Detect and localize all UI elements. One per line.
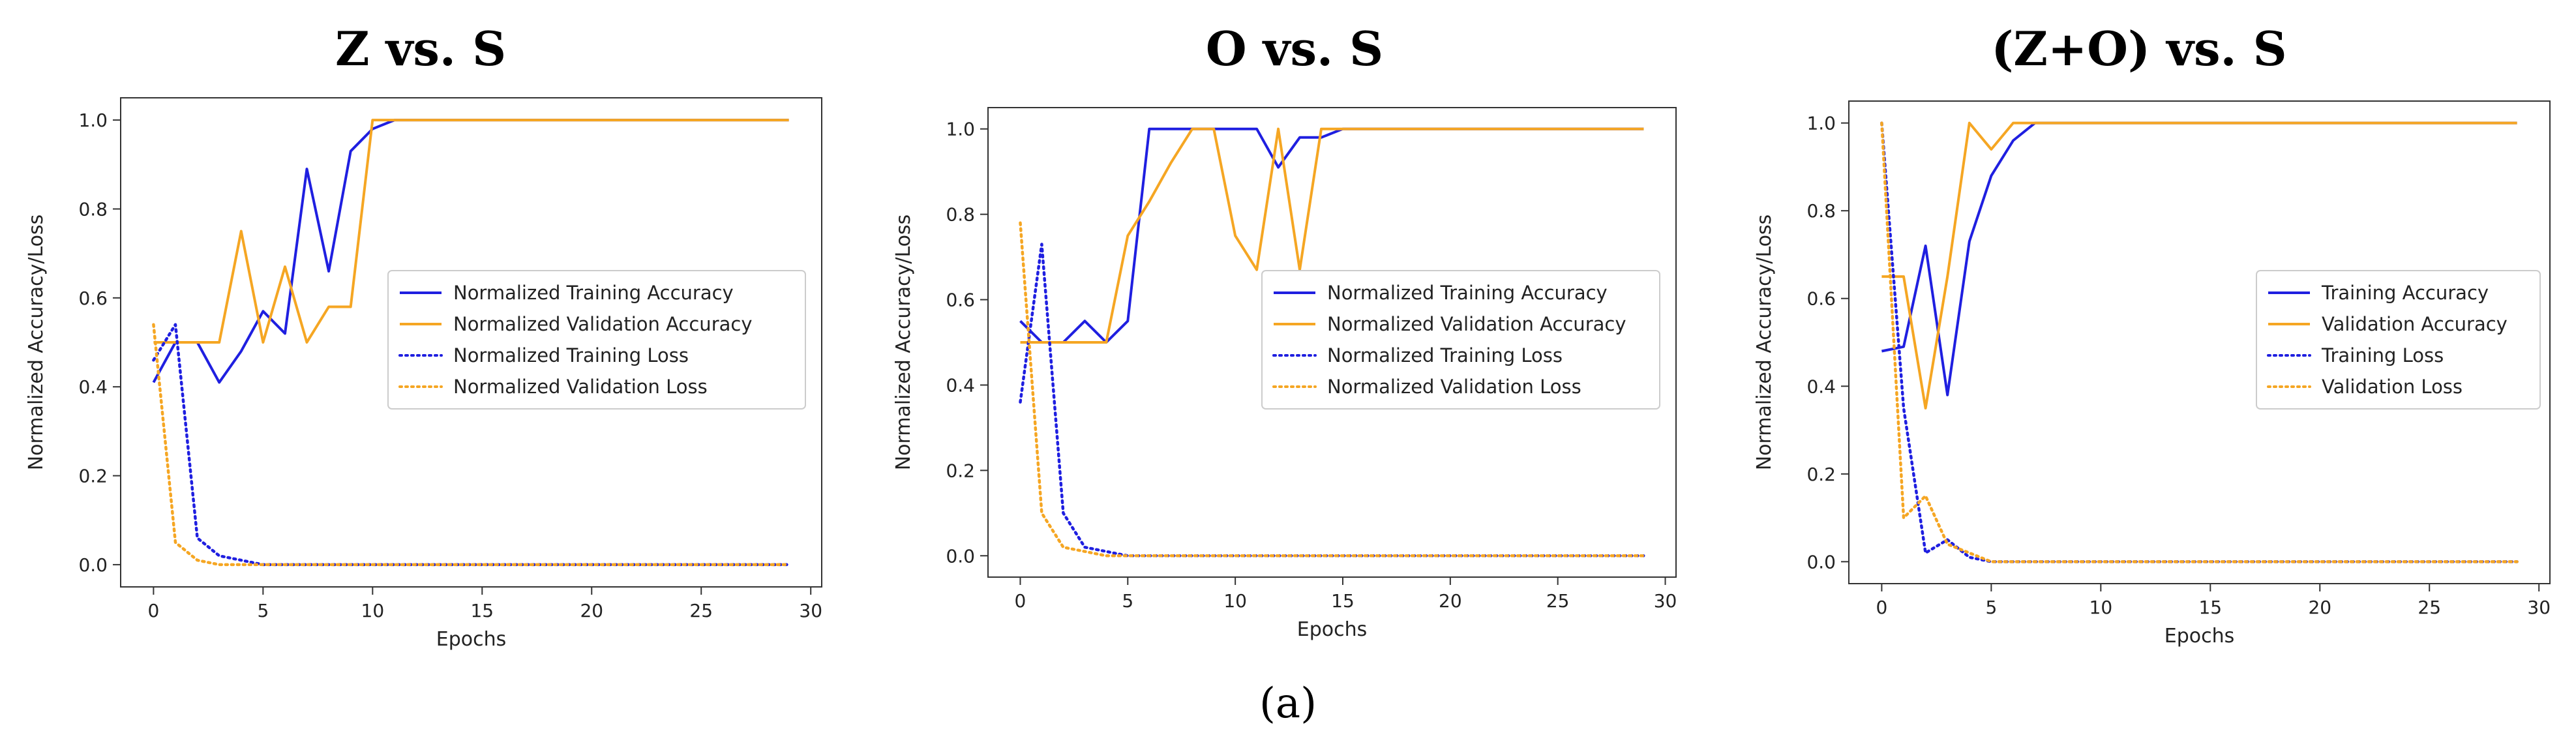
x-tick-label: 25 xyxy=(2418,597,2441,618)
x-tick-label: 5 xyxy=(1122,590,1133,612)
legend-label: Validation Accuracy xyxy=(2322,313,2508,335)
x-tick-label: 0 xyxy=(1876,597,1887,618)
legend-label: Normalized Training Accuracy xyxy=(1327,282,1608,304)
y-axis-label: Normalized Accuracy/Loss xyxy=(1753,215,1776,471)
y-tick-label: 0.4 xyxy=(1806,376,1836,397)
legend-label: Normalized Validation Loss xyxy=(1327,376,1581,398)
y-tick-label: 0.8 xyxy=(946,204,975,226)
series-line-4 xyxy=(152,323,790,567)
x-axis-label: Epochs xyxy=(2164,625,2235,648)
y-tick-label: 1.0 xyxy=(946,119,975,140)
legend: Normalized Training Accuracy Normalized V… xyxy=(387,270,806,410)
chart-title: (Z+O) vs. S xyxy=(1991,21,2286,76)
x-tick-label: 25 xyxy=(1546,590,1570,612)
x-tick-label: 30 xyxy=(1654,590,1677,612)
y-tick-label: 0.8 xyxy=(78,198,108,220)
legend-label: Validation Loss xyxy=(2322,376,2463,398)
y-tick-label: 0.4 xyxy=(946,374,975,396)
x-tick-label: 0 xyxy=(147,600,159,621)
y-tick-label: 0.0 xyxy=(78,554,108,576)
legend-label: Normalized Training Loss xyxy=(1327,344,1563,366)
x-tick-label: 5 xyxy=(1985,597,1997,618)
series-line-3 xyxy=(1880,121,2519,563)
legend-label: Training Loss xyxy=(2321,344,2444,366)
series-line-2 xyxy=(153,119,789,344)
x-tick-label: 20 xyxy=(1439,590,1462,612)
plot-frame xyxy=(1848,100,2551,584)
legend-label: Normalized Validation Accuracy xyxy=(1327,313,1626,335)
x-tick-label: 15 xyxy=(470,600,494,621)
legend-box xyxy=(387,270,806,410)
x-tick-label: 25 xyxy=(689,600,713,621)
x-tick-label: 30 xyxy=(799,600,822,621)
x-tick-label: 10 xyxy=(1223,590,1247,612)
y-tick-label: 0.0 xyxy=(1806,551,1836,573)
legend-label: Normalized Validation Accuracy xyxy=(453,313,753,335)
legend-box xyxy=(1261,270,1660,410)
x-tick-label: 20 xyxy=(2308,597,2331,618)
x-tick-label: 15 xyxy=(1331,590,1355,612)
y-axis-label: Normalized Accuracy/Loss xyxy=(25,215,48,471)
y-tick-label: 1.0 xyxy=(78,110,108,131)
series-line-3 xyxy=(1019,243,1645,558)
y-tick-label: 0.6 xyxy=(1806,288,1836,310)
series-line-2 xyxy=(1881,121,2517,410)
x-tick-label: 0 xyxy=(1015,590,1026,612)
x-tick-label: 15 xyxy=(2198,597,2222,618)
legend: Training Accuracy Validation Accuracy Trai… xyxy=(2256,270,2541,410)
legend-label: Training Accuracy xyxy=(2321,282,2489,304)
plot-frame xyxy=(987,107,1677,578)
y-tick-label: 0.6 xyxy=(78,288,108,309)
legend: Normalized Training Accuracy Normalized V… xyxy=(1261,270,1660,410)
y-tick-label: 0.2 xyxy=(1806,464,1836,485)
y-tick-label: 0.2 xyxy=(946,460,975,481)
chart-title: Z vs. S xyxy=(335,21,506,76)
y-tick-label: 0.4 xyxy=(78,376,108,398)
y-tick-label: 0.8 xyxy=(1806,200,1836,222)
x-tick-label: 10 xyxy=(361,600,385,621)
x-tick-label: 10 xyxy=(2089,597,2113,618)
y-tick-label: 0.2 xyxy=(78,466,108,487)
legend-label: Normalized Training Loss xyxy=(453,344,689,366)
legend-box xyxy=(2256,270,2541,410)
y-tick-label: 0.6 xyxy=(946,290,975,311)
chart-panel-1: Z vs. S 0 5 10 15 20 25 30 0.0 0.2 0.4 0.6 0.8 1.0 Epo… xyxy=(25,21,822,651)
plot-frame xyxy=(120,97,822,588)
x-axis-label: Epochs xyxy=(436,628,507,651)
figure-caption: (a) xyxy=(1259,679,1317,728)
x-tick-label: 20 xyxy=(580,600,603,621)
x-tick-label: 30 xyxy=(2527,597,2551,618)
legend-label: Normalized Validation Loss xyxy=(453,376,708,398)
series-line-4 xyxy=(1019,221,1645,558)
series-line-4 xyxy=(1880,121,2519,563)
chart-panel-2: O vs. S 0 5 10 15 20 25 30 0.0 0.2 0.4 0.6 0.8 1.0 Epo… xyxy=(892,21,1677,641)
legend-label: Normalized Training Accuracy xyxy=(453,282,734,304)
y-tick-label: 0.0 xyxy=(946,545,975,567)
x-axis-label: Epochs xyxy=(1297,618,1368,641)
series-line-2 xyxy=(1020,127,1644,344)
y-tick-label: 1.0 xyxy=(1806,113,1836,134)
chart-title: O vs. S xyxy=(1206,21,1383,76)
x-tick-label: 5 xyxy=(257,600,269,621)
y-axis-label: Normalized Accuracy/Loss xyxy=(892,215,915,471)
chart-panel-3: (Z+O) vs. S 0 5 10 15 20 25 30 0.0 0.2 0.4 0.6 0.8 1.… xyxy=(1753,21,2551,648)
